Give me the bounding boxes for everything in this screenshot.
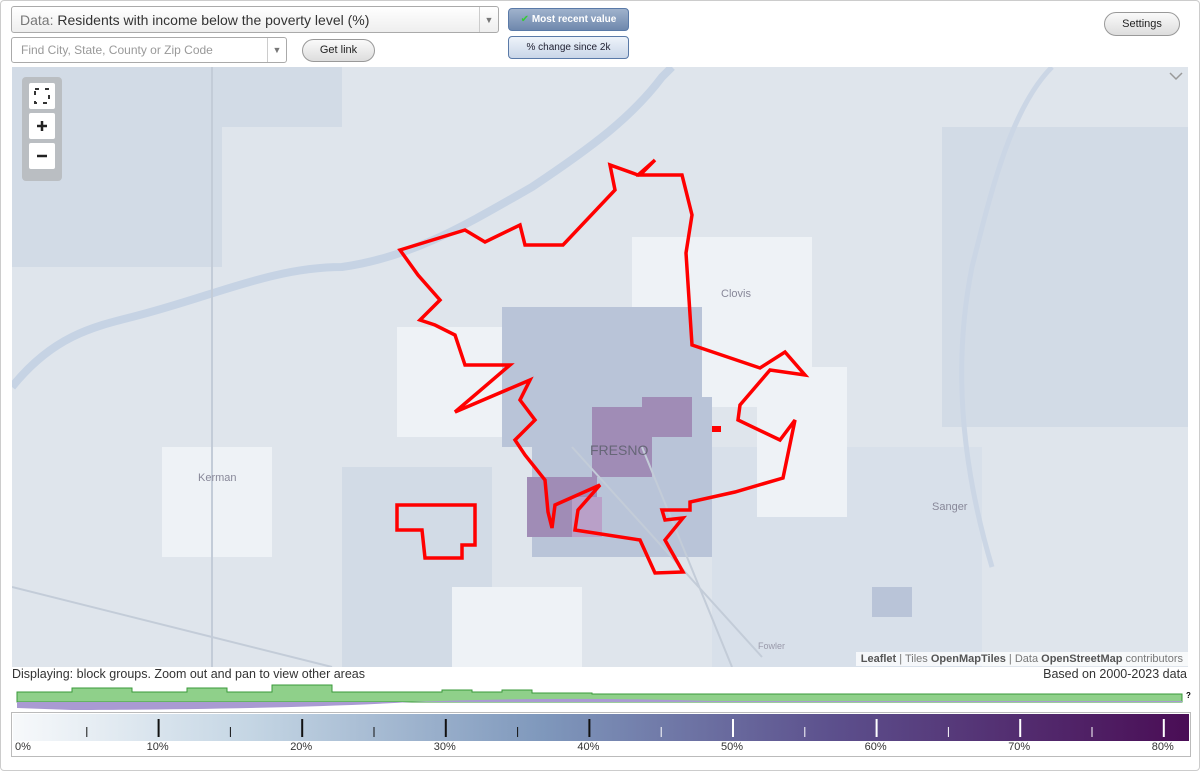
legend-scale — [13, 714, 1189, 741]
legend-gradient — [13, 714, 1189, 741]
attribution-tiles[interactable]: OpenMapTiles — [930, 653, 1006, 665]
histogram-current — [16, 684, 1183, 703]
data-value: Residents with income below the poverty … — [57, 12, 370, 28]
fit-button[interactable] — [29, 83, 55, 109]
get-link-button[interactable]: Get link — [302, 39, 375, 62]
map-label: Clovis — [721, 288, 751, 300]
percent-change-toggle[interactable]: % change since 2k — [508, 36, 629, 59]
attribution-leaflet[interactable]: Leaflet — [860, 653, 897, 665]
legend-tick-label: 40% — [577, 741, 600, 753]
legend-tick-label: 10% — [146, 741, 169, 753]
corner-icon — [1169, 72, 1183, 81]
most-recent-label: Most recent value — [531, 14, 617, 25]
zoom-controls — [22, 77, 62, 181]
map[interactable]: FRESNO Clovis Kerman Sanger Fowler — [12, 67, 1188, 667]
data-select[interactable]: Data: Residents with income below the po… — [11, 6, 499, 33]
legend-tick-label: 60% — [864, 741, 887, 753]
search-placeholder: Find City, State, County or Zip Code — [21, 43, 213, 57]
legend-tick-label: 70% — [1008, 741, 1031, 753]
legend-tick-label: 50% — [721, 741, 744, 753]
histogram: ? — [16, 684, 1191, 710]
legend-tick-label: 30% — [433, 741, 456, 753]
map-label: Kerman — [198, 472, 237, 484]
legend — [11, 712, 1191, 757]
data-label: Data: — [20, 12, 54, 28]
river — [12, 67, 675, 390]
legend-tick-label: 20% — [290, 741, 313, 753]
attribution: Leaflet | Tiles OpenMapTiles | Data Open… — [855, 652, 1188, 666]
attribution-data[interactable]: OpenStreetMap — [1041, 653, 1123, 665]
city-boundary — [395, 503, 477, 560]
attribution-tiles-prefix: Tiles — [904, 653, 928, 665]
map-label: Sanger — [932, 501, 968, 513]
city-boundary-fragment — [712, 426, 721, 432]
legend-tick-label: 0% — [15, 741, 31, 753]
roads — [12, 67, 763, 667]
select-caret: ▼ — [479, 7, 498, 32]
legend-tick-label: 80% — [1151, 741, 1174, 753]
tract-shading — [12, 67, 1188, 667]
displaying-note: Displaying: block groups. Zoom out and p… — [12, 667, 365, 681]
map-label: Fowler — [758, 641, 785, 651]
map-label: FRESNO — [590, 442, 648, 458]
attribution-suffix: contributors — [1125, 653, 1183, 665]
settings-button[interactable]: Settings — [1104, 12, 1180, 36]
river — [959, 67, 1054, 568]
histogram-help[interactable]: ? — [1186, 691, 1191, 700]
histogram-baseline — [17, 698, 1182, 710]
city-boundary — [397, 158, 810, 575]
attribution-data-prefix: Data — [1014, 653, 1039, 665]
based-on-note: Based on 2000-2023 data — [1043, 667, 1187, 681]
most-recent-toggle[interactable]: ✔ Most recent value — [508, 8, 629, 31]
search-box[interactable]: Find City, State, County or Zip Code ▼ — [11, 37, 287, 63]
search-caret: ▼ — [267, 38, 286, 62]
